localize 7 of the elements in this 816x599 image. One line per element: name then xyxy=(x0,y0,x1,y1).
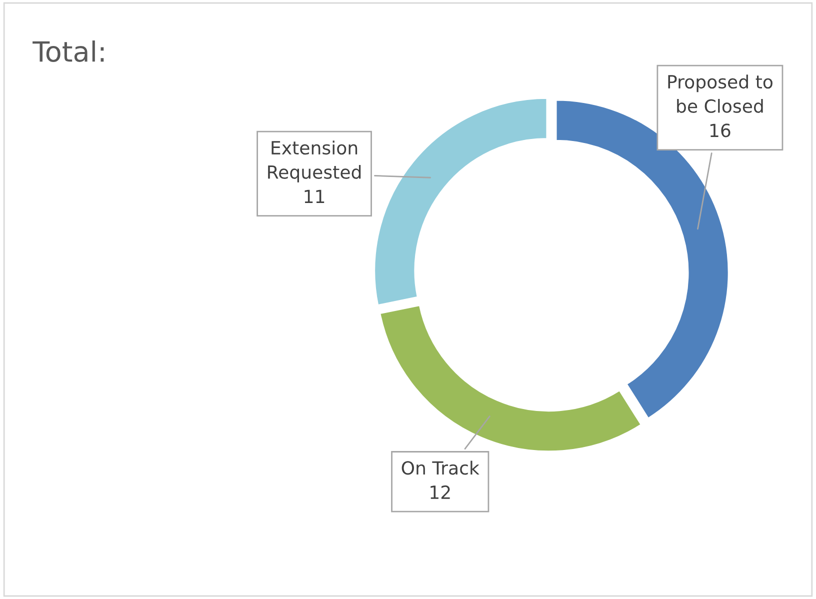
slice-label: Extension Requested xyxy=(268,140,361,182)
data-label: 11 xyxy=(304,190,324,203)
slice-label: Proposed to be Closed xyxy=(668,74,772,113)
slice-label: On Track xyxy=(402,460,480,475)
data-label: 12 xyxy=(430,485,450,499)
chart-title: Total: xyxy=(32,40,104,62)
data-label: 16 xyxy=(710,124,730,138)
